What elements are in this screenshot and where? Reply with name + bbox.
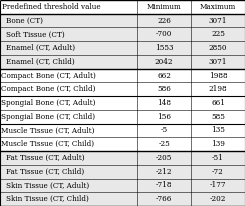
Text: -205: -205 <box>156 154 172 162</box>
Text: -202: -202 <box>210 195 226 203</box>
Bar <box>0 55 245 69</box>
Text: Enamel (CT, Child): Enamel (CT, Child) <box>6 58 75 66</box>
Text: Soft Tissue (CT): Soft Tissue (CT) <box>6 30 65 38</box>
Text: -51: -51 <box>212 154 224 162</box>
Text: Skin Tissue (CT, Adult): Skin Tissue (CT, Adult) <box>6 181 89 189</box>
Bar <box>0 165 245 179</box>
Text: 2198: 2198 <box>209 85 227 93</box>
Bar <box>0 14 245 27</box>
Text: Muscle Tissue (CT, Child): Muscle Tissue (CT, Child) <box>1 140 94 148</box>
Text: 226: 226 <box>157 17 171 25</box>
Text: 135: 135 <box>211 126 225 135</box>
Text: 2042: 2042 <box>155 58 173 66</box>
Text: 662: 662 <box>157 71 171 80</box>
Text: Fat Tissue (CT, Adult): Fat Tissue (CT, Adult) <box>6 154 85 162</box>
Text: 661: 661 <box>211 99 225 107</box>
Text: 586: 586 <box>157 85 171 93</box>
Text: 585: 585 <box>211 113 225 121</box>
Text: Compact Bone (CT, Child): Compact Bone (CT, Child) <box>1 85 96 93</box>
Bar <box>0 27 245 41</box>
Text: -25: -25 <box>158 140 170 148</box>
Bar <box>0 151 245 165</box>
Text: 2850: 2850 <box>209 44 227 52</box>
Text: Spongial Bone (CT, Child): Spongial Bone (CT, Child) <box>1 113 95 121</box>
Text: 225: 225 <box>211 30 225 38</box>
Text: -718: -718 <box>156 181 172 189</box>
Text: -5: -5 <box>160 126 168 135</box>
Text: -72: -72 <box>212 168 224 176</box>
Text: Skin Tissue (CT, Child): Skin Tissue (CT, Child) <box>6 195 89 203</box>
Text: Maximum: Maximum <box>200 3 236 11</box>
Text: 1553: 1553 <box>155 44 173 52</box>
Bar <box>0 179 245 192</box>
Text: Predefined threshold value: Predefined threshold value <box>2 3 101 11</box>
Text: -212: -212 <box>156 168 172 176</box>
Text: Muscle Tissue (CT, Adult): Muscle Tissue (CT, Adult) <box>1 126 95 135</box>
Bar <box>0 0 245 14</box>
Text: Enamel (CT, Adult): Enamel (CT, Adult) <box>6 44 75 52</box>
Text: -766: -766 <box>156 195 172 203</box>
Text: 3071: 3071 <box>209 17 227 25</box>
Text: 148: 148 <box>157 99 171 107</box>
Text: 1988: 1988 <box>209 71 227 80</box>
Text: Bone (CT): Bone (CT) <box>6 17 43 25</box>
Text: Spongial Bone (CT, Adult): Spongial Bone (CT, Adult) <box>1 99 96 107</box>
Text: 156: 156 <box>157 113 171 121</box>
Text: -177: -177 <box>210 181 226 189</box>
Text: Compact Bone (CT, Adult): Compact Bone (CT, Adult) <box>1 71 96 80</box>
Bar <box>0 192 245 206</box>
Text: -700: -700 <box>156 30 172 38</box>
Text: Fat Tissue (CT, Child): Fat Tissue (CT, Child) <box>6 168 84 176</box>
Text: Minimum: Minimum <box>147 3 182 11</box>
Text: 139: 139 <box>211 140 225 148</box>
Bar <box>0 41 245 55</box>
Text: 3071: 3071 <box>209 58 227 66</box>
